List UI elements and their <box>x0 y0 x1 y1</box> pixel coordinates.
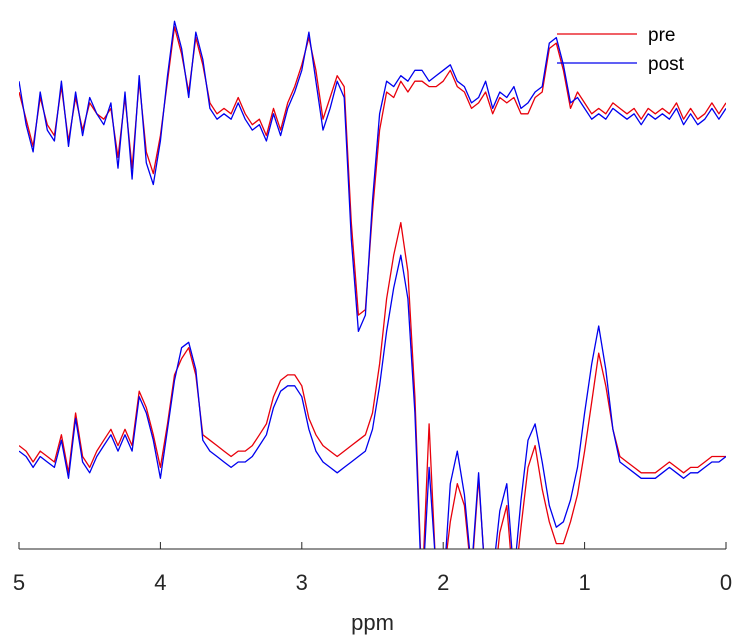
series-layer <box>19 20 726 549</box>
series-line-post-upper <box>19 20 726 333</box>
series-line-post-lower <box>19 254 726 549</box>
legend-label-pre: pre <box>648 25 675 46</box>
x-axis-ticks: 5 4 3 2 1 0 <box>13 542 732 595</box>
legend: pre post <box>557 25 685 75</box>
x-axis-title: ppm <box>351 610 394 635</box>
x-tick-label: 1 <box>578 570 590 595</box>
x-tick-label: 0 <box>720 570 732 595</box>
legend-label-post: post <box>648 54 685 75</box>
x-tick-label: 3 <box>296 570 308 595</box>
series-line-pre-upper <box>19 26 726 316</box>
x-tick-label: 2 <box>437 570 449 595</box>
x-tick-label: 5 <box>13 570 25 595</box>
series-line-pre-lower <box>19 221 726 549</box>
x-tick-label: 4 <box>154 570 166 595</box>
